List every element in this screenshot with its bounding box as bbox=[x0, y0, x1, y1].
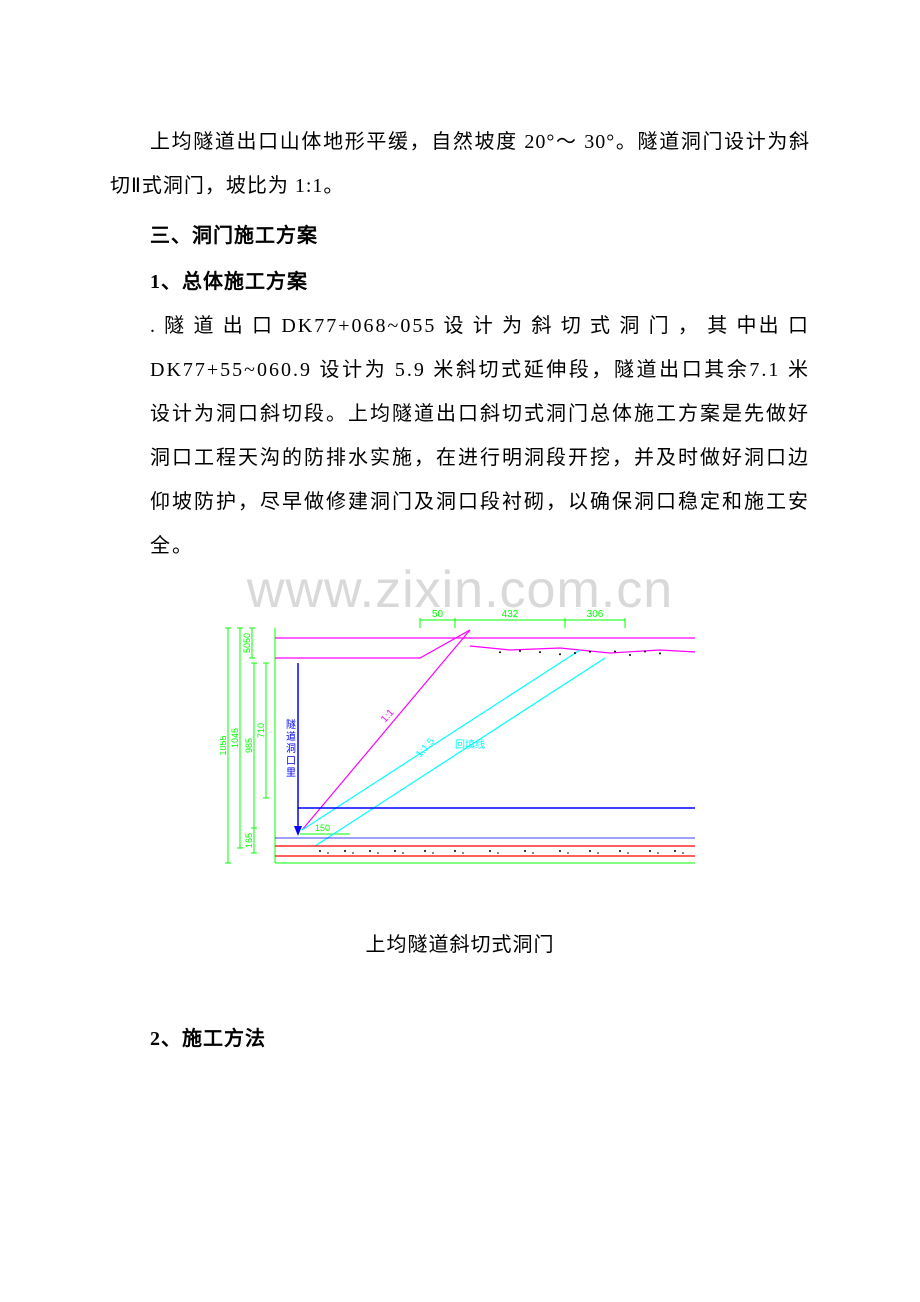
svg-text:回填线: 回填线 bbox=[455, 738, 485, 751]
svg-text:道: 道 bbox=[286, 730, 296, 743]
svg-text:50: 50 bbox=[432, 609, 444, 620]
heading-section-3: 三、洞门施工方案 bbox=[110, 214, 810, 258]
svg-text:洞: 洞 bbox=[286, 743, 296, 755]
heading-sub-1: 1、总体施工方案 bbox=[110, 260, 810, 304]
svg-text:306: 306 bbox=[587, 609, 604, 620]
svg-text:985: 985 bbox=[244, 738, 254, 753]
paragraph-plan: . 隧 道 出 口 DK77+068~055 设 计 为 斜 切 式 洞 门 ，… bbox=[110, 304, 810, 568]
svg-text:1055: 1055 bbox=[220, 735, 228, 755]
svg-text:1:1: 1:1 bbox=[379, 707, 397, 725]
svg-text:710: 710 bbox=[256, 723, 266, 738]
svg-text:432: 432 bbox=[502, 609, 519, 620]
svg-text:隧: 隧 bbox=[286, 718, 296, 731]
svg-text:150: 150 bbox=[315, 823, 330, 833]
svg-text:165: 165 bbox=[244, 833, 254, 848]
svg-text:口: 口 bbox=[286, 756, 296, 767]
svg-text:1:1.5: 1:1.5 bbox=[414, 736, 437, 760]
engineering-diagram: 50 432 306 10551045 5050 985710 165 150 1:1 1:1.5… bbox=[220, 608, 700, 888]
svg-text:5050: 5050 bbox=[242, 633, 252, 653]
svg-text:里: 里 bbox=[286, 767, 296, 779]
diagram-caption: 上均隧道斜切式洞门 bbox=[110, 928, 810, 957]
heading-sub-2: 2、施工方法 bbox=[110, 1017, 810, 1061]
diagram-svg: 50 432 306 10551045 5050 985710 165 150 1:1 1:1.5… bbox=[220, 608, 700, 888]
paragraph-intro: 上均隧道出口山体地形平缓，自然坡度 20°～ 30°。隧道洞门设计为斜切Ⅱ式洞门… bbox=[110, 120, 810, 208]
svg-text:1045: 1045 bbox=[230, 728, 240, 748]
